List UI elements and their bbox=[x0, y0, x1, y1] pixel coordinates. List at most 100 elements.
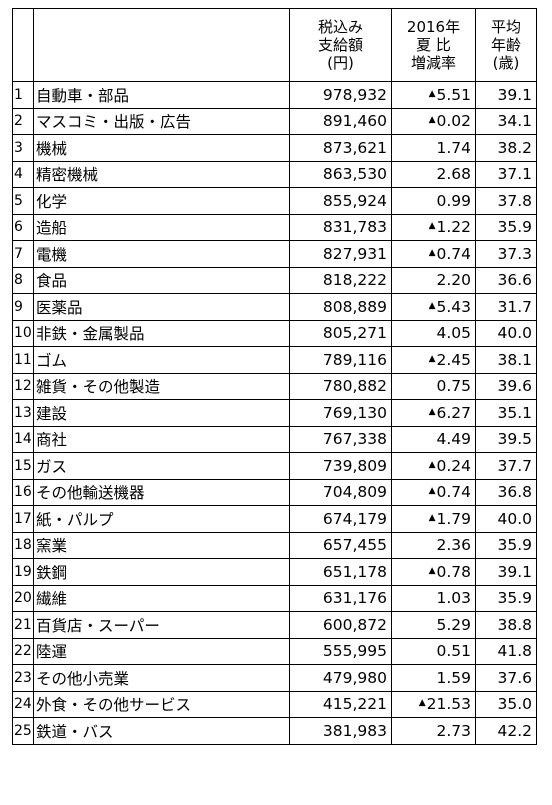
table-row: 1 自動車・部品 978,932 ▲5.51 39.1 bbox=[12, 81, 537, 109]
header-industry bbox=[33, 8, 290, 82]
change-cell: ▲6.27 bbox=[391, 399, 476, 427]
change-cell: ▲1.22 bbox=[391, 213, 476, 241]
change-value: 5.29 bbox=[436, 615, 471, 634]
table-row: 8 食品 818,222 2.20 36.6 bbox=[12, 266, 537, 294]
decrease-triangle-icon: ▲ bbox=[428, 406, 436, 417]
table-row: 9 医薬品 808,889 ▲5.43 31.7 bbox=[12, 293, 537, 321]
change-value: 1.03 bbox=[436, 589, 471, 608]
industry-cell: 精密機械 bbox=[33, 160, 290, 188]
amount-cell: 831,783 bbox=[289, 213, 392, 241]
amount-cell: 891,460 bbox=[289, 107, 392, 135]
industry-cell: 雑貨・その他製造 bbox=[33, 372, 290, 400]
industry-cell: ゴム bbox=[33, 346, 290, 374]
header-change-line3: 増減率 bbox=[410, 54, 456, 72]
bonus-table: 税込み 支給額 (円) 2016年 夏 比 増減率 平均 年齢 (歳) 1 自動車… bbox=[12, 8, 537, 745]
age-cell: 34.1 bbox=[475, 107, 537, 135]
industry-cell: 百貨店・スーパー bbox=[33, 611, 290, 639]
header-amount: 税込み 支給額 (円) bbox=[289, 8, 392, 82]
table-row: 24 外食・その他サービス 415,221 ▲21.53 35.0 bbox=[12, 690, 537, 718]
change-cell: ▲1.79 bbox=[391, 505, 476, 533]
age-cell: 37.8 bbox=[475, 187, 537, 215]
change-value: 6.27 bbox=[436, 403, 471, 422]
age-cell: 42.2 bbox=[475, 717, 537, 745]
amount-cell: 657,455 bbox=[289, 531, 392, 559]
amount-cell: 415,221 bbox=[289, 690, 392, 718]
change-value: 0.02 bbox=[436, 112, 471, 131]
table-row: 15 ガス 739,809 ▲0.24 37.7 bbox=[12, 452, 537, 480]
change-cell: ▲0.74 bbox=[391, 240, 476, 268]
change-cell: 0.75 bbox=[391, 372, 476, 400]
change-cell: ▲0.02 bbox=[391, 107, 476, 135]
age-cell: 39.1 bbox=[475, 81, 537, 109]
industry-cell: ガス bbox=[33, 452, 290, 480]
age-cell: 36.6 bbox=[475, 266, 537, 294]
change-cell: 1.03 bbox=[391, 584, 476, 612]
table-row: 21 百貨店・スーパー 600,872 5.29 38.8 bbox=[12, 611, 537, 639]
rank-cell: 11 bbox=[12, 346, 34, 374]
change-value: 0.75 bbox=[436, 377, 471, 396]
change-value: 1.79 bbox=[436, 509, 471, 528]
rank-cell: 24 bbox=[12, 690, 34, 718]
change-value: 0.24 bbox=[436, 456, 471, 475]
header-age-line2: 年齢 bbox=[490, 36, 521, 54]
amount-cell: 808,889 bbox=[289, 293, 392, 321]
change-cell: 2.36 bbox=[391, 531, 476, 559]
rank-cell: 21 bbox=[12, 611, 34, 639]
industry-cell: 商社 bbox=[33, 425, 290, 453]
amount-cell: 827,931 bbox=[289, 240, 392, 268]
table-row: 19 鉄鋼 651,178 ▲0.78 39.1 bbox=[12, 558, 537, 586]
table-row: 5 化学 855,924 0.99 37.8 bbox=[12, 187, 537, 215]
age-cell: 38.8 bbox=[475, 611, 537, 639]
decrease-triangle-icon: ▲ bbox=[428, 300, 436, 311]
change-cell: 1.74 bbox=[391, 134, 476, 162]
age-cell: 39.5 bbox=[475, 425, 537, 453]
table-row: 4 精密機械 863,530 2.68 37.1 bbox=[12, 160, 537, 188]
rank-cell: 23 bbox=[12, 664, 34, 692]
change-value: 5.43 bbox=[436, 297, 471, 316]
rank-cell: 14 bbox=[12, 425, 34, 453]
rank-cell: 19 bbox=[12, 558, 34, 586]
decrease-triangle-icon: ▲ bbox=[418, 698, 426, 709]
rank-cell: 13 bbox=[12, 399, 34, 427]
rank-cell: 6 bbox=[12, 213, 34, 241]
change-value: 2.73 bbox=[436, 721, 471, 740]
amount-cell: 818,222 bbox=[289, 266, 392, 294]
header-age-line1: 平均 bbox=[490, 18, 521, 36]
table-row: 11 ゴム 789,116 ▲2.45 38.1 bbox=[12, 346, 537, 374]
amount-cell: 479,980 bbox=[289, 664, 392, 692]
amount-cell: 873,621 bbox=[289, 134, 392, 162]
rank-cell: 8 bbox=[12, 266, 34, 294]
rank-cell: 2 bbox=[12, 107, 34, 135]
decrease-triangle-icon: ▲ bbox=[428, 353, 436, 364]
change-cell: 0.51 bbox=[391, 637, 476, 665]
industry-cell: 医薬品 bbox=[33, 293, 290, 321]
age-cell: 37.7 bbox=[475, 452, 537, 480]
amount-cell: 863,530 bbox=[289, 160, 392, 188]
change-cell: ▲0.74 bbox=[391, 478, 476, 506]
rank-cell: 7 bbox=[12, 240, 34, 268]
change-value: 21.53 bbox=[426, 695, 471, 714]
rank-cell: 17 bbox=[12, 505, 34, 533]
age-cell: 40.0 bbox=[475, 319, 537, 347]
decrease-triangle-icon: ▲ bbox=[428, 486, 436, 497]
change-cell: 2.20 bbox=[391, 266, 476, 294]
change-cell: 4.49 bbox=[391, 425, 476, 453]
industry-cell: その他輸送機器 bbox=[33, 478, 290, 506]
rank-cell: 20 bbox=[12, 584, 34, 612]
age-cell: 38.2 bbox=[475, 134, 537, 162]
header-change-line1: 2016年 bbox=[406, 18, 461, 36]
header-amount-line1: 税込み bbox=[317, 18, 363, 36]
amount-cell: 555,995 bbox=[289, 637, 392, 665]
header-change-line2: 夏 比 bbox=[416, 36, 451, 54]
decrease-triangle-icon: ▲ bbox=[428, 565, 436, 576]
industry-cell: 電機 bbox=[33, 240, 290, 268]
change-value: 5.51 bbox=[436, 85, 471, 104]
rank-cell: 4 bbox=[12, 160, 34, 188]
change-value: 0.74 bbox=[436, 244, 471, 263]
rank-cell: 16 bbox=[12, 478, 34, 506]
header-row: 税込み 支給額 (円) 2016年 夏 比 増減率 平均 年齢 (歳) bbox=[12, 8, 537, 82]
change-value: 1.22 bbox=[436, 218, 471, 237]
change-cell: ▲0.24 bbox=[391, 452, 476, 480]
industry-cell: 造船 bbox=[33, 213, 290, 241]
rank-cell: 5 bbox=[12, 187, 34, 215]
